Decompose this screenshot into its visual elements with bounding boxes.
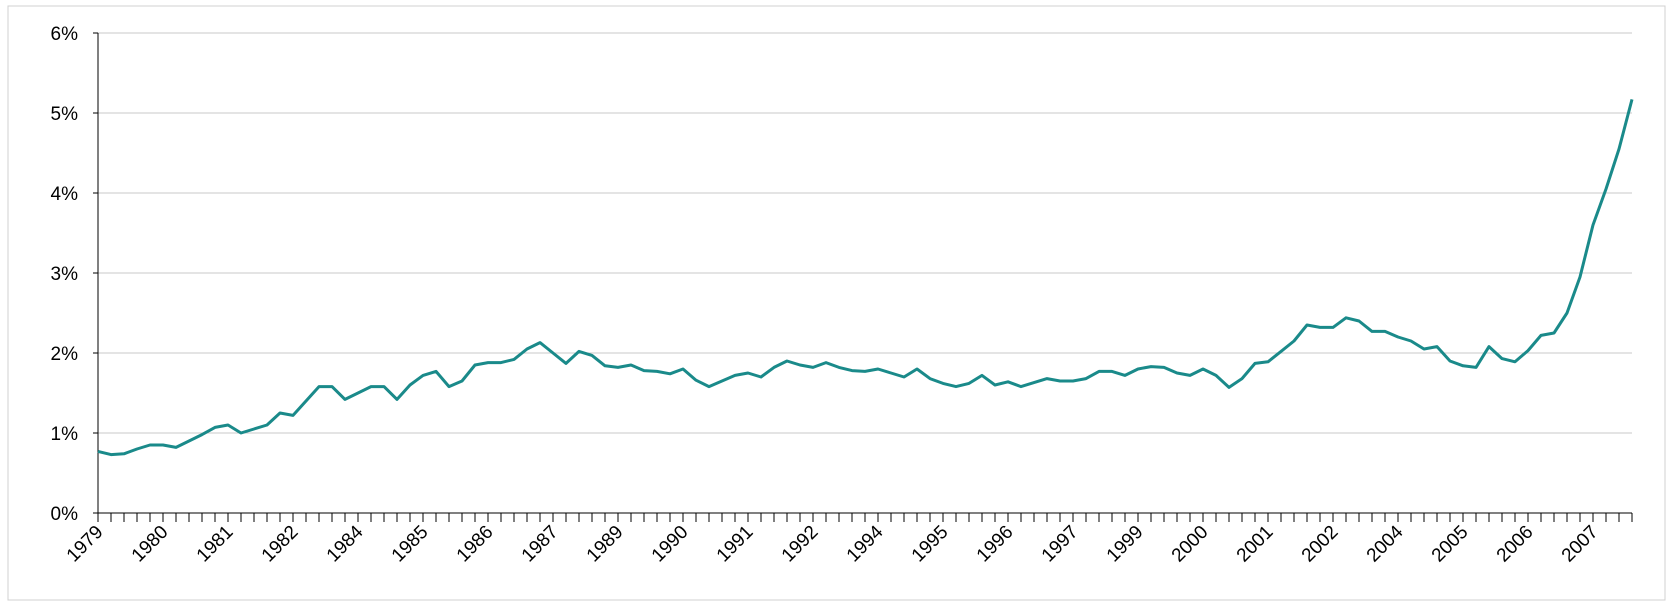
data-line [97, 99, 1634, 457]
y-tick-label: 2% [51, 344, 79, 365]
y-tick-label: 5% [51, 104, 79, 125]
chart-frame [7, 5, 1666, 601]
y-tick-label: 6% [51, 24, 79, 45]
y-tick-label: 4% [51, 184, 79, 205]
y-tick-label: 1% [51, 424, 79, 445]
y-tick-label: 0% [51, 504, 79, 525]
y-tick-label: 3% [51, 264, 79, 285]
